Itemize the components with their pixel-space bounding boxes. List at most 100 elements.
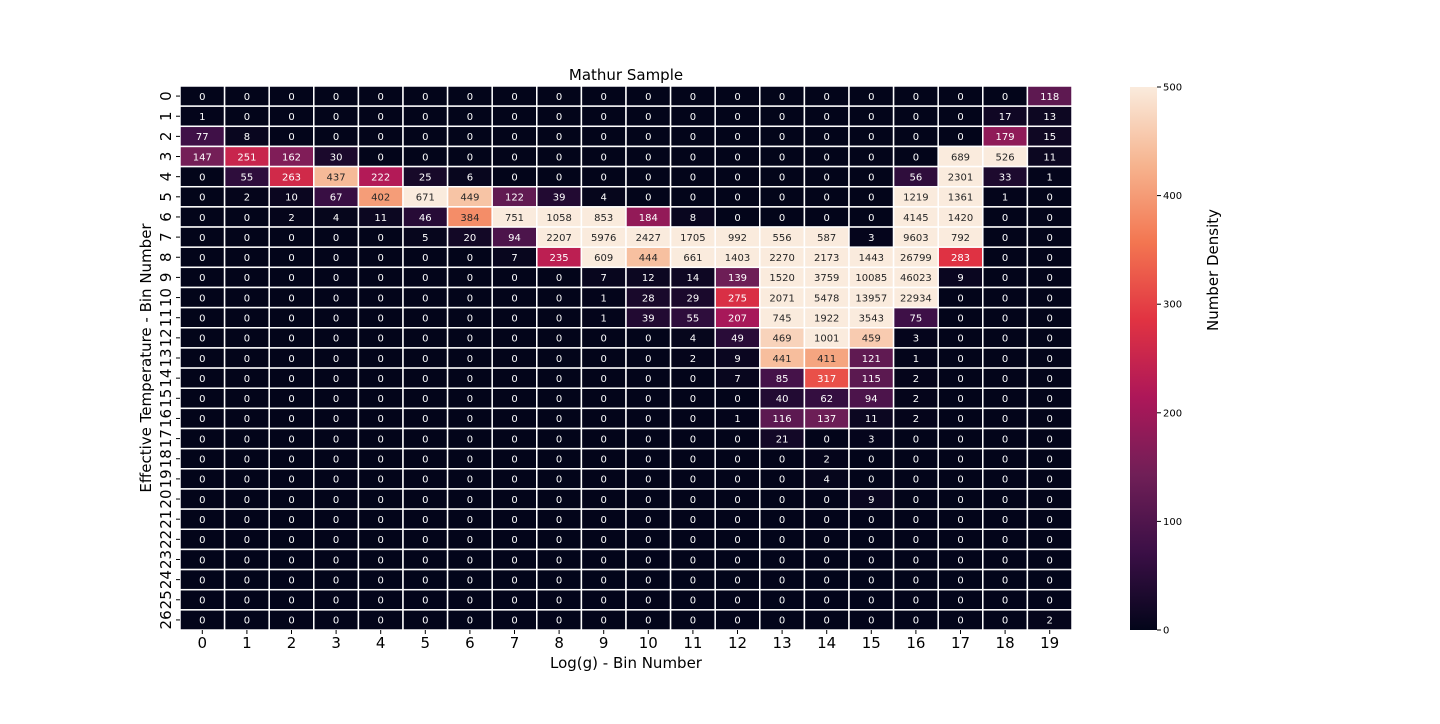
cell-value-label: 67: [330, 193, 343, 204]
cell-value-label: 0: [288, 273, 294, 284]
cell-value-label: 0: [1002, 495, 1008, 506]
cell-value-label: 0: [333, 233, 339, 244]
x-tick-label: 8: [554, 634, 564, 652]
cell-value-label: 0: [467, 575, 473, 586]
cell-value-label: 4: [333, 213, 339, 224]
cell-value-label: 0: [645, 455, 651, 466]
cell-value-label: 0: [333, 555, 339, 566]
cell-value-label: 0: [333, 314, 339, 325]
cell-value-label: 0: [244, 233, 250, 244]
cell-value-label: 1403: [725, 253, 750, 264]
cell-value-label: 0: [556, 414, 562, 425]
cell-value-label: 0: [244, 616, 250, 627]
cell-value-label: 1: [1047, 172, 1053, 183]
cell-value-label: 449: [460, 193, 479, 204]
cell-value-label: 0: [288, 132, 294, 143]
cell-value-label: 0: [199, 193, 205, 204]
cell-value-label: 0: [690, 455, 696, 466]
cell-value-label: 0: [779, 172, 785, 183]
cell-value-label: 0: [467, 293, 473, 304]
y-tick-label: 9: [157, 273, 175, 283]
cell-value-label: 0: [378, 394, 384, 405]
cell-value-label: 0: [467, 616, 473, 627]
x-tick-label: 10: [639, 634, 658, 652]
cell-value-label: 0: [601, 455, 607, 466]
cell-value-label: 0: [868, 515, 874, 526]
cell-value-label: 1: [1002, 193, 1008, 204]
cell-value-label: 0: [244, 575, 250, 586]
cell-value-label: 0: [734, 112, 740, 123]
cell-value-label: 0: [333, 535, 339, 546]
y-tick-label: 23: [157, 550, 175, 569]
cell-value-label: 0: [511, 495, 517, 506]
cell-value-label: 11: [374, 213, 387, 224]
cell-value-label: 0: [333, 112, 339, 123]
cell-value-label: 0: [288, 233, 294, 244]
cell-value-label: 0: [957, 475, 963, 486]
cell-value-label: 0: [690, 152, 696, 163]
cell-value-label: 0: [779, 515, 785, 526]
cell-value-label: 384: [460, 213, 479, 224]
cell-value-label: 0: [244, 334, 250, 345]
cell-value-label: 0: [645, 575, 651, 586]
cell-value-label: 0: [957, 535, 963, 546]
cell-value-label: 0: [467, 495, 473, 506]
cell-value-label: 0: [422, 112, 428, 123]
cell-value-label: 0: [601, 354, 607, 365]
cell-value-label: 0: [957, 112, 963, 123]
x-tick-label: 12: [728, 634, 747, 652]
cell-value-label: 0: [467, 475, 473, 486]
cell-value-label: 0: [556, 334, 562, 345]
cell-value-label: 0: [378, 233, 384, 244]
cell-value-label: 0: [734, 515, 740, 526]
cell-value-label: 2071: [769, 293, 794, 304]
cell-value-label: 0: [333, 293, 339, 304]
colorbar-tick-label: 400: [1163, 191, 1182, 202]
colorbar-tick-label: 500: [1163, 83, 1182, 94]
cell-value-label: 0: [244, 354, 250, 365]
cell-value-label: 0: [868, 475, 874, 486]
cell-value-label: 4145: [903, 213, 928, 224]
cell-value-label: 661: [683, 253, 702, 264]
cell-value-label: 0: [199, 314, 205, 325]
cell-value-label: 556: [773, 233, 792, 244]
cell-value-label: 0: [511, 314, 517, 325]
cell-value-label: 0: [690, 555, 696, 566]
cell-value-label: 0: [199, 434, 205, 445]
cell-value-label: 587: [817, 233, 836, 244]
cell-value-label: 0: [288, 555, 294, 566]
y-axis-label: Effective Temperature - Bin Number: [137, 223, 155, 493]
cell-value-label: 0: [199, 455, 205, 466]
cell-value-label: 9: [957, 273, 963, 284]
cell-value-label: 2: [913, 374, 919, 385]
cell-value-label: 0: [244, 112, 250, 123]
cell-value-label: 0: [422, 273, 428, 284]
cell-value-label: 263: [282, 172, 301, 183]
cell-value-label: 0: [333, 92, 339, 103]
cell-value-label: 0: [1002, 414, 1008, 425]
y-tick-label: 25: [157, 590, 175, 609]
cell-value-label: 0: [601, 434, 607, 445]
cell-value-label: 0: [244, 535, 250, 546]
cell-value-label: 0: [1002, 92, 1008, 103]
cell-value-label: 671: [416, 193, 435, 204]
cell-value-label: 0: [1002, 314, 1008, 325]
cell-value-label: 0: [556, 434, 562, 445]
cell-value-label: 0: [868, 535, 874, 546]
cell-value-label: 0: [913, 575, 919, 586]
cell-value-label: 0: [824, 495, 830, 506]
cell-value-label: 184: [639, 213, 658, 224]
cell-value-label: 0: [868, 213, 874, 224]
cell-value-label: 0: [378, 253, 384, 264]
cell-value-label: 0: [824, 434, 830, 445]
cell-value-label: 0: [779, 596, 785, 607]
cell-value-label: 0: [199, 596, 205, 607]
cell-value-label: 0: [199, 475, 205, 486]
cell-value-label: 0: [913, 475, 919, 486]
x-tick-label: 0: [198, 634, 208, 652]
cell-value-label: 0: [422, 495, 428, 506]
cell-value-label: 0: [1047, 414, 1053, 425]
cell-value-label: 0: [601, 152, 607, 163]
cell-value-label: 2: [1047, 616, 1053, 627]
cell-value-label: 0: [378, 616, 384, 627]
